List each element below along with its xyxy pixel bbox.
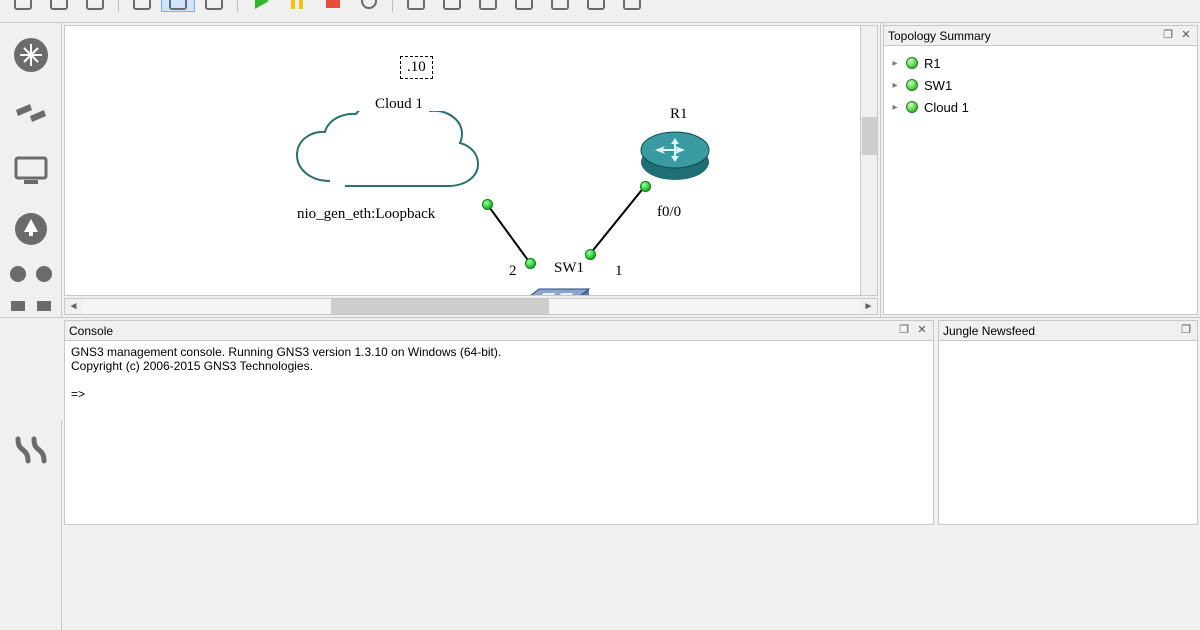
bottom-dock: Console ❐ ✕ GNS3 management console. Run…	[0, 317, 1200, 527]
port-label: 2	[509, 263, 517, 280]
topology-summary-header[interactable]: Topology Summary ❐ ✕	[884, 26, 1197, 46]
port-label: nio_gen_eth:Loopback	[297, 206, 435, 223]
cloud-devices-icon[interactable]	[33, 263, 55, 285]
device-toolbar-lower	[0, 420, 62, 630]
tree-item-label: Cloud 1	[924, 100, 969, 115]
panel-close-icon[interactable]: ✕	[915, 324, 929, 338]
tree-item-label: SW1	[924, 78, 952, 93]
hscroll-right-icon[interactable]: ►	[860, 299, 877, 314]
main-area: .10 Cloud 1 R1 SW1 nio_gen_eth:Loopback f0…	[0, 23, 1200, 317]
console-icon[interactable]	[197, 0, 231, 12]
node-status-led	[906, 101, 918, 113]
snapshot-icon[interactable]	[125, 0, 159, 12]
console-header[interactable]: Console ❐ ✕	[65, 321, 933, 341]
hscroll-track[interactable]	[82, 299, 860, 314]
node-status-led	[906, 79, 918, 91]
workspace-column: .10Cloud 1 R1 SW1 nio_gen_eth:Loopbackf0…	[62, 23, 880, 317]
topology-tree-item[interactable]: ▸ R1	[890, 52, 1191, 74]
node-status-led	[906, 57, 918, 69]
topology-summary-panel: Topology Summary ❐ ✕ ▸ R1 ▸ SW1 ▸ Cloud …	[883, 25, 1198, 315]
ellipse-icon[interactable]	[507, 0, 541, 12]
dock-icon[interactable]	[7, 295, 29, 317]
cloud-node-icon[interactable]	[285, 111, 505, 206]
topology-tree[interactable]: ▸ R1 ▸ SW1 ▸ Cloud 1	[884, 46, 1197, 124]
port-label: f0/0	[657, 204, 681, 221]
image-icon[interactable]	[435, 0, 469, 12]
canvas-vscrollbar[interactable]	[860, 26, 877, 295]
port-status-led	[585, 249, 596, 260]
wizard-icon[interactable]	[161, 0, 195, 12]
pause-icon[interactable]	[280, 0, 314, 12]
switch-node-icon[interactable]	[515, 279, 595, 296]
step-icon[interactable]	[33, 295, 55, 317]
console-output[interactable]: GNS3 management console. Running GNS3 ve…	[65, 341, 933, 524]
tree-expand-icon[interactable]: ▸	[890, 80, 900, 91]
canvas-hscrollbar[interactable]: ◄ ►	[64, 298, 878, 315]
panel-undock-icon[interactable]: ❐	[897, 324, 911, 338]
hscroll-left-icon[interactable]: ◄	[65, 299, 82, 314]
port-label: 1	[615, 263, 623, 280]
topology-link	[588, 184, 647, 256]
security-category-icon[interactable]	[7, 205, 55, 253]
rectangle-icon[interactable]	[471, 0, 505, 12]
open-folder2-icon[interactable]	[42, 0, 76, 12]
device-toolbar	[0, 23, 62, 317]
open-folder-icon[interactable]	[6, 0, 40, 12]
right-dock: Topology Summary ❐ ✕ ▸ R1 ▸ SW1 ▸ Cloud …	[880, 23, 1200, 317]
tree-expand-icon[interactable]: ▸	[890, 102, 900, 113]
newsfeed-body	[939, 341, 1197, 524]
stop-icon[interactable]	[316, 0, 350, 12]
hscroll-thumb[interactable]	[331, 299, 549, 314]
newsfeed-title: Jungle Newsfeed	[943, 324, 1035, 338]
zoom-in-icon[interactable]	[543, 0, 577, 12]
newsfeed-header[interactable]: Jungle Newsfeed ❐	[939, 321, 1197, 341]
port-status-led	[525, 258, 536, 269]
top-toolbar	[0, 0, 1200, 23]
tree-item-label: R1	[924, 56, 941, 71]
topology-tree-item[interactable]: ▸ Cloud 1	[890, 96, 1191, 118]
panel-undock-icon[interactable]: ❐	[1161, 29, 1175, 43]
all-devices-icon[interactable]	[7, 263, 29, 285]
play-icon[interactable]	[244, 0, 278, 12]
topology-canvas[interactable]: .10Cloud 1 R1 SW1 nio_gen_eth:Loopbackf0…	[64, 25, 878, 296]
add-link-icon[interactable]	[7, 426, 55, 474]
tree-expand-icon[interactable]: ▸	[890, 58, 900, 69]
console-panel: Console ❐ ✕ GNS3 management console. Run…	[64, 320, 934, 525]
router-node-icon[interactable]	[637, 128, 713, 184]
note-icon[interactable]	[399, 0, 433, 12]
vscroll-thumb[interactable]	[862, 117, 877, 155]
topology-summary-title: Topology Summary	[888, 29, 991, 43]
panel-undock-icon[interactable]: ❐	[1179, 324, 1193, 338]
switch-category-icon[interactable]	[7, 89, 55, 137]
topology-tree-item[interactable]: ▸ SW1	[890, 74, 1191, 96]
topology-link	[485, 202, 532, 265]
pc-category-icon[interactable]	[7, 147, 55, 195]
router-node-label: R1	[670, 106, 688, 123]
zoom-out-icon[interactable]	[579, 0, 613, 12]
router-category-icon[interactable]	[7, 31, 55, 79]
newsfeed-panel: Jungle Newsfeed ❐	[938, 320, 1198, 525]
screenshot-icon[interactable]	[615, 0, 649, 12]
save-icon[interactable]	[78, 0, 112, 12]
console-title: Console	[69, 324, 113, 338]
switch-node-label: SW1	[554, 260, 584, 277]
reload-icon[interactable]	[352, 0, 386, 12]
address-annotation[interactable]: .10	[400, 56, 433, 79]
panel-close-icon[interactable]: ✕	[1179, 29, 1193, 43]
